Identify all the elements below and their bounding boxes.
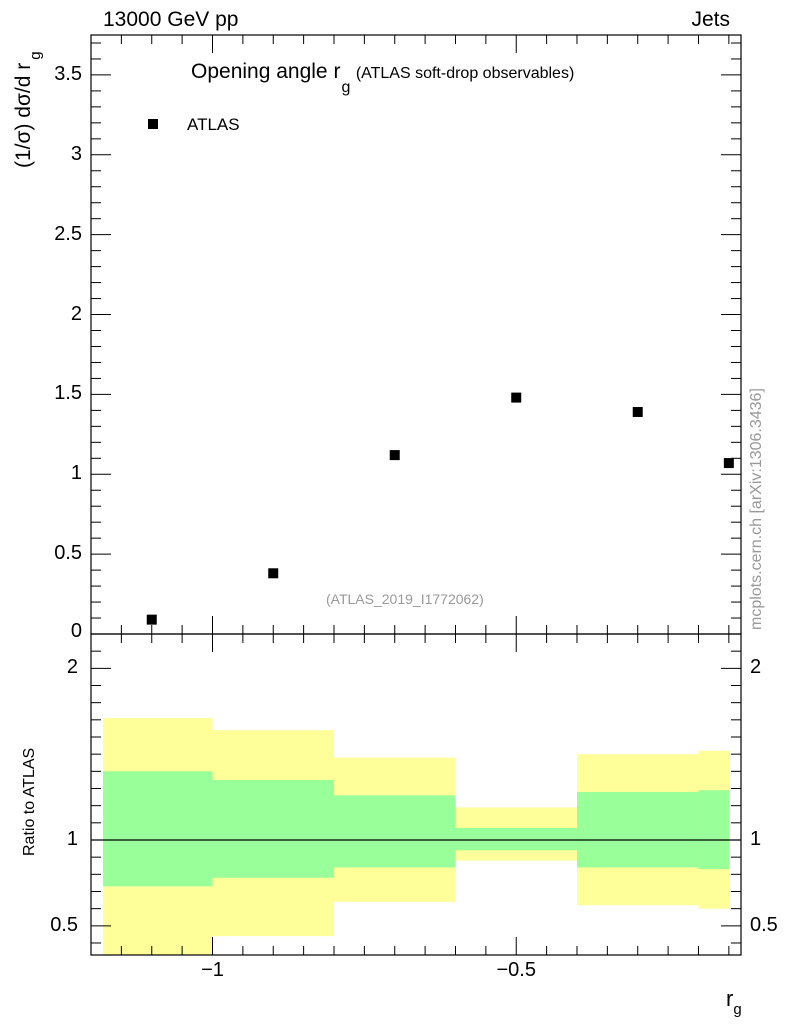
analysis-label: (ATLAS_2019_I1772062): [326, 591, 484, 607]
main-y-tick-label: 2.5: [54, 222, 82, 245]
main-y-tick-label: 1.5: [54, 382, 82, 405]
side-source-label: mcplots.cern.ch [arXiv:1306.3436]: [748, 388, 765, 630]
main-y-tick-label: 1: [70, 462, 82, 485]
ratio-plot-frame: [90, 633, 742, 956]
main-data-points: [146, 392, 734, 625]
ratio-y-tick-label-left: 2: [66, 656, 78, 679]
inner-band-bin: [576, 791, 699, 868]
x-tick-label: −0.5: [496, 959, 536, 981]
ratio-y-tick-label-left: 0.5: [50, 913, 78, 936]
x-axis-label-text: r: [726, 986, 734, 1011]
x-axis-label-subscript: g: [733, 1001, 742, 1018]
main-y-axis-label-text: (1/σ) dσ/d r: [12, 62, 35, 168]
inner-band-bin: [103, 771, 213, 887]
data-point: [389, 450, 400, 461]
legend-label: ATLAS: [187, 115, 240, 134]
header-right: Jets: [691, 8, 730, 31]
inner-band-bin: [333, 795, 456, 868]
main-y-tick-label: 0: [70, 620, 82, 642]
main-y-tick-label: 3.5: [54, 62, 82, 85]
legend-square: [148, 119, 158, 129]
data-point: [511, 392, 522, 403]
main-title-suffix: (ATLAS soft-drop observables): [355, 65, 575, 82]
x-tick-label: −1: [201, 959, 224, 981]
inner-band-bin: [212, 779, 334, 878]
inner-band-bin: [455, 827, 577, 851]
ratio-y-tick-label-left: 1: [66, 827, 78, 850]
main-y-axis-label-subscript: g: [27, 51, 44, 60]
axis-ticks: [90, 35, 741, 955]
data-point: [268, 568, 279, 579]
ratio-y-tick-label-right: 2: [750, 656, 762, 679]
main-title-subscript: g: [341, 79, 351, 96]
data-point: [146, 614, 157, 625]
main-y-tick-label: 2: [70, 302, 82, 325]
main-y-tick-label: 3: [70, 142, 82, 165]
main-y-tick-label: 0.5: [54, 542, 82, 565]
data-point: [632, 406, 643, 417]
main-title-text: Opening angle r: [191, 60, 341, 83]
inner-band-bin: [698, 790, 729, 870]
data-point: [723, 458, 734, 469]
header-left: 13000 GeV pp: [103, 8, 239, 31]
main-title: Opening angle rg (ATLAS soft-drop observ…: [191, 60, 575, 96]
main-y-axis-label: (1/σ) dσ/d r g: [12, 51, 44, 168]
ratio-bands: [103, 718, 729, 955]
ratio-y-tick-label-right: 0.5: [750, 913, 778, 936]
ratio-y-tick-label-right: 1: [750, 827, 762, 850]
legend-marker: [148, 119, 158, 129]
x-axis-label: rg: [726, 986, 742, 1018]
ratio-y-axis-label: Ratio to ATLAS: [21, 747, 38, 856]
